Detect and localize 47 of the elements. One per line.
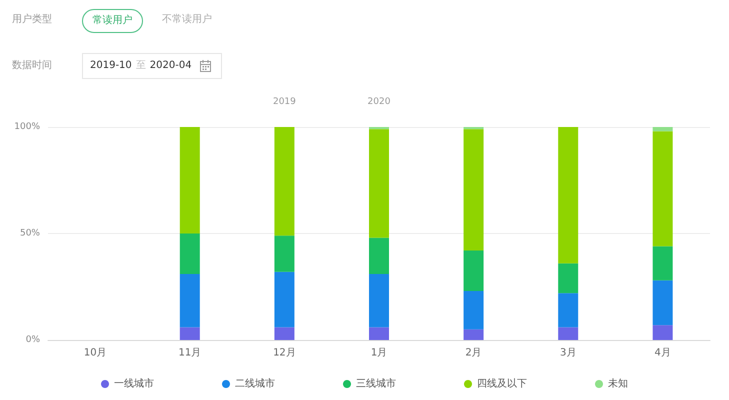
bar [652, 131, 673, 246]
bar [274, 327, 294, 340]
bar [652, 246, 673, 280]
bar [464, 250, 484, 292]
bar [558, 293, 578, 328]
y-tick-label: 50% [20, 228, 40, 238]
bar [369, 129, 389, 238]
bar [652, 280, 673, 326]
bar [464, 291, 484, 330]
bar [180, 127, 200, 234]
legend-label: 三线城市 [356, 378, 396, 390]
bar [274, 236, 294, 272]
bar [369, 274, 389, 328]
bar [180, 234, 200, 274]
bar [558, 327, 578, 340]
date-range-field: 2019-10 至 2020-04 [82, 53, 222, 79]
y-tick-label: 100% [14, 122, 40, 132]
bar [180, 274, 200, 328]
bar [274, 127, 294, 236]
x-tick-label: 1月 [370, 348, 388, 358]
x-tick-label: 10月 [84, 348, 107, 358]
selected-button: 常读用户 [82, 9, 143, 33]
legend-label: 未知 [608, 378, 628, 390]
text: 用户类型 [12, 13, 52, 27]
y-tick-label: 0% [26, 335, 40, 345]
bar [369, 327, 389, 340]
legend-label: 四线及以下 [477, 378, 527, 390]
text: 数据时间 [12, 59, 52, 73]
bar [464, 329, 484, 340]
text: 不常读用户 [162, 13, 212, 27]
bar [180, 327, 200, 340]
x-tick-label: 3月 [560, 348, 576, 358]
bar [274, 272, 294, 328]
x-tick-label: 12月 [273, 348, 296, 358]
text: 2019 [272, 97, 296, 107]
bar [464, 129, 484, 251]
bar [652, 127, 673, 132]
x-tick-label: 2月 [465, 348, 482, 358]
x-tick-label: 4月 [654, 348, 671, 358]
bar [652, 325, 673, 340]
bar [558, 127, 578, 264]
bar [369, 238, 389, 274]
text: 2020 [368, 97, 391, 107]
x-tick-label: 11月 [178, 348, 202, 358]
bar [558, 263, 578, 294]
legend-label: 二线城市 [235, 378, 275, 390]
legend-label: 一线城市 [114, 378, 154, 390]
